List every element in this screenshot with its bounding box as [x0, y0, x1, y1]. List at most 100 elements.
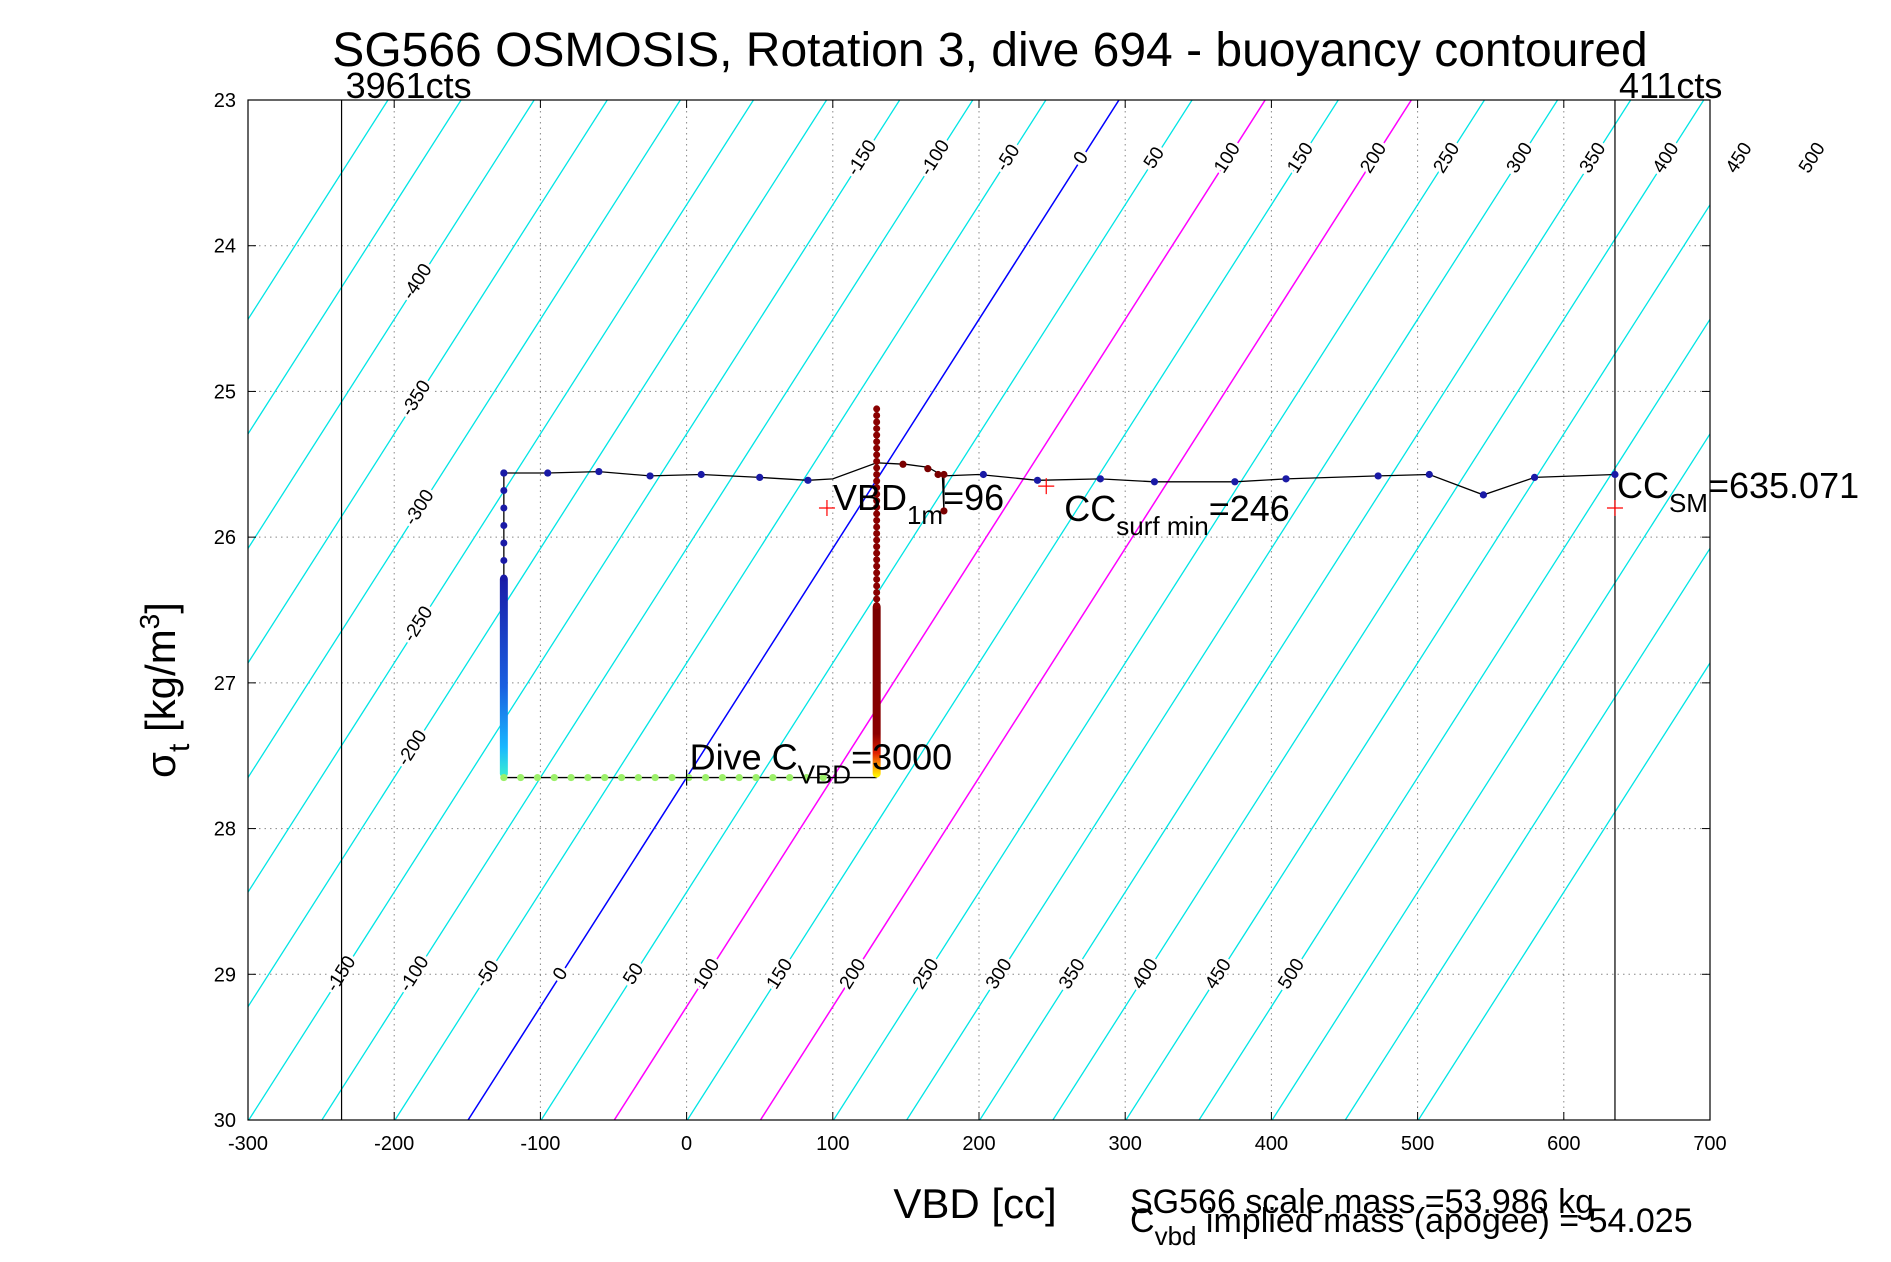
- grid: [248, 100, 1710, 1120]
- chart-title: SG566 OSMOSIS, Rotation 3, dive 694 - bu…: [332, 24, 1647, 77]
- y-tick-label: 23: [214, 90, 236, 112]
- track-dot: [940, 470, 948, 479]
- ascent-dot: [873, 490, 881, 498]
- contour-label: 300: [1503, 139, 1538, 177]
- contour-label: 400: [1649, 139, 1684, 177]
- bottom-dot: [702, 773, 710, 782]
- bottom-dot: [802, 773, 811, 782]
- contour-line: [248, 100, 389, 321]
- bottom-dot: [718, 773, 727, 782]
- scale-mass-note: SG566 scale mass =53.986 kg: [1130, 1183, 1594, 1221]
- marker-label: CCsurf min=246: [1064, 488, 1290, 541]
- ascent-dot: [873, 569, 881, 577]
- contour-label: 450: [1722, 139, 1757, 177]
- contour-line: [613, 100, 1266, 1120]
- x-tick-label: 500: [1401, 1133, 1434, 1155]
- track-dot: [979, 470, 987, 479]
- svg-text:σt [kg/m3]: σt [kg/m3]: [134, 602, 196, 778]
- count-lines: 3961cts 411cts: [340, 65, 1722, 1120]
- contour-label: 200: [1356, 139, 1391, 177]
- bottom-dot: [550, 773, 558, 782]
- contour-label: -50: [992, 141, 1024, 175]
- ascent-dot: [873, 438, 881, 446]
- contour-line: [1344, 547, 1710, 1120]
- contour-line: [248, 100, 681, 779]
- contour-line: [248, 100, 755, 894]
- contour-line: [1417, 661, 1710, 1120]
- contour-label: -100: [916, 136, 954, 179]
- track-dot: [934, 470, 942, 479]
- y-tick-label: 30: [214, 1110, 236, 1132]
- bottom-dot: [634, 773, 642, 782]
- ascent-dot: [873, 523, 881, 531]
- surface-track: [503, 462, 1616, 511]
- contour-line: [248, 100, 901, 1120]
- descent-dots: [499, 575, 508, 778]
- ascent-dot: [873, 530, 881, 537]
- bottom-dot: [651, 773, 659, 782]
- contour-label: -350: [397, 377, 435, 420]
- contour-label: 250: [909, 955, 944, 993]
- ascent-dot: [873, 457, 881, 465]
- contour-label: 150: [763, 955, 798, 993]
- contour-label: -150: [843, 136, 881, 179]
- markers: VBD1m=96 CCsurf min=246 CCSM=635.071 Dive C…: [678, 465, 1859, 790]
- x-tick-label: 700: [1693, 1133, 1726, 1155]
- contour-label: 400: [1128, 955, 1163, 993]
- x-tick-label: -300: [228, 1133, 268, 1155]
- contour-label: -400: [398, 260, 436, 303]
- contour-line: [1052, 100, 1705, 1120]
- bottom-dot: [819, 773, 827, 782]
- contour-label: -250: [399, 603, 437, 646]
- track-dot: [1611, 470, 1619, 479]
- track-dot: [804, 476, 812, 484]
- x-tick-label: 600: [1547, 1133, 1580, 1155]
- track-dot: [500, 469, 508, 477]
- contour-line: [394, 100, 1047, 1120]
- ascent-dot: [873, 543, 881, 551]
- ascent-dot: [873, 589, 881, 597]
- contour-line: [906, 100, 1559, 1120]
- ascent-dot: [873, 503, 881, 511]
- contour-label: 500: [1795, 139, 1830, 177]
- track-dot: [899, 460, 907, 468]
- bottom-dot: [617, 773, 626, 782]
- bottom-dot: [500, 773, 508, 782]
- track-dot: [1374, 472, 1382, 480]
- contour-label: 50: [619, 959, 648, 988]
- x-axis-label: VBD [cc]: [893, 1180, 1056, 1227]
- track-dot: [697, 470, 705, 479]
- track-dot: [595, 467, 603, 476]
- y-tick-label: 26: [214, 527, 236, 549]
- track-dot: [1530, 473, 1539, 481]
- contour-label: 350: [1055, 955, 1090, 993]
- track-dot: [646, 472, 654, 480]
- ascent-dot: [873, 405, 881, 413]
- axis-ticks: -300 -200 -100 0 100 200 300 400 500 600 700232425…: [214, 90, 1727, 1155]
- contour-label: -300: [401, 486, 439, 529]
- track-dot: [1231, 478, 1239, 486]
- ascent-dots: [872, 602, 881, 778]
- x-tick-label: -200: [374, 1133, 414, 1155]
- contour-line: [759, 100, 1413, 1120]
- track-dot: [756, 473, 764, 481]
- bottom-dot: [769, 773, 777, 782]
- contour-label: 200: [836, 955, 871, 993]
- ascent-dot: [873, 575, 881, 583]
- bottom-dot: [584, 773, 592, 782]
- ascent-dot: [873, 549, 881, 557]
- ascent-dot: [873, 431, 881, 439]
- track-dot: [544, 469, 552, 477]
- contour-label: -200: [393, 726, 431, 769]
- track-dot: [1150, 478, 1159, 486]
- bottom-dot: [752, 773, 760, 782]
- contour-label: 100: [1210, 139, 1245, 177]
- contour-line: [248, 100, 462, 436]
- track-dot: [1096, 475, 1104, 483]
- contour-line: [1271, 432, 1710, 1120]
- descent-dot: [500, 574, 508, 582]
- contour-label: 150: [1283, 139, 1318, 177]
- ascent-dot: [873, 484, 881, 492]
- track-dot: [940, 507, 948, 515]
- contour-label: 500: [1274, 955, 1309, 993]
